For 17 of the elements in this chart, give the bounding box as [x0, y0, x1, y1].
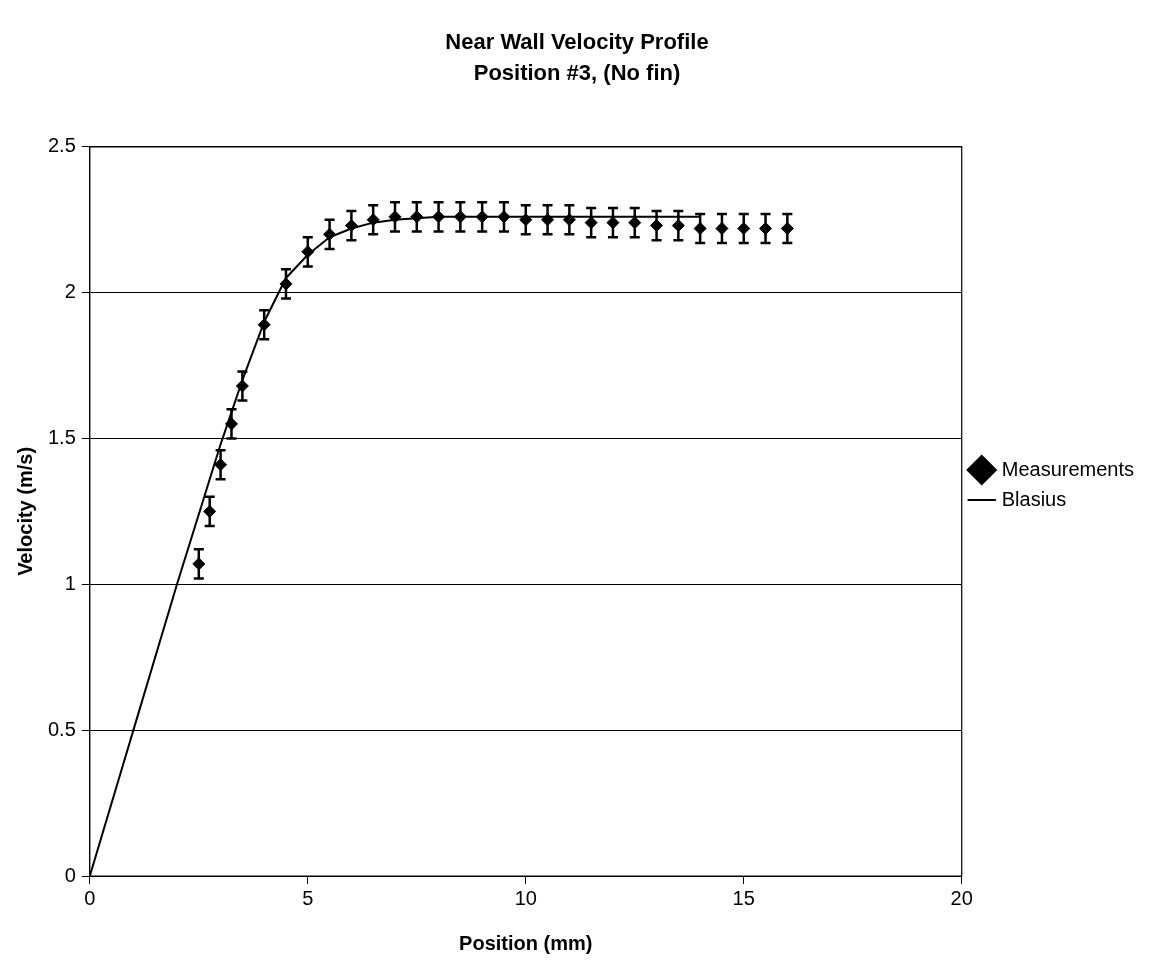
y-tick-label: 2.5 — [47, 134, 76, 157]
y-tick-label: 1.5 — [47, 426, 76, 448]
x-tick-label: 15 — [732, 886, 755, 909]
legend-label: Blasius — [1001, 487, 1067, 510]
chart-subtitle: Position #3, (No fin) — [473, 59, 681, 85]
chart-title: Near Wall Velocity Profile — [445, 29, 709, 55]
y-tick-label: 1 — [64, 571, 76, 594]
y-tick-label: 0 — [64, 863, 76, 886]
y-tick-label: 0.5 — [47, 717, 76, 740]
x-tick-label: 0 — [84, 886, 96, 909]
x-tick-label: 5 — [302, 886, 314, 909]
x-tick-label: 10 — [514, 886, 537, 909]
y-tick-label: 2 — [64, 280, 76, 303]
y-axis-title: Velocity (m/s) — [13, 446, 36, 576]
x-tick-label: 20 — [950, 886, 973, 909]
legend-label: Measurements — [1001, 457, 1135, 480]
x-axis-title: Position (mm) — [459, 931, 593, 954]
